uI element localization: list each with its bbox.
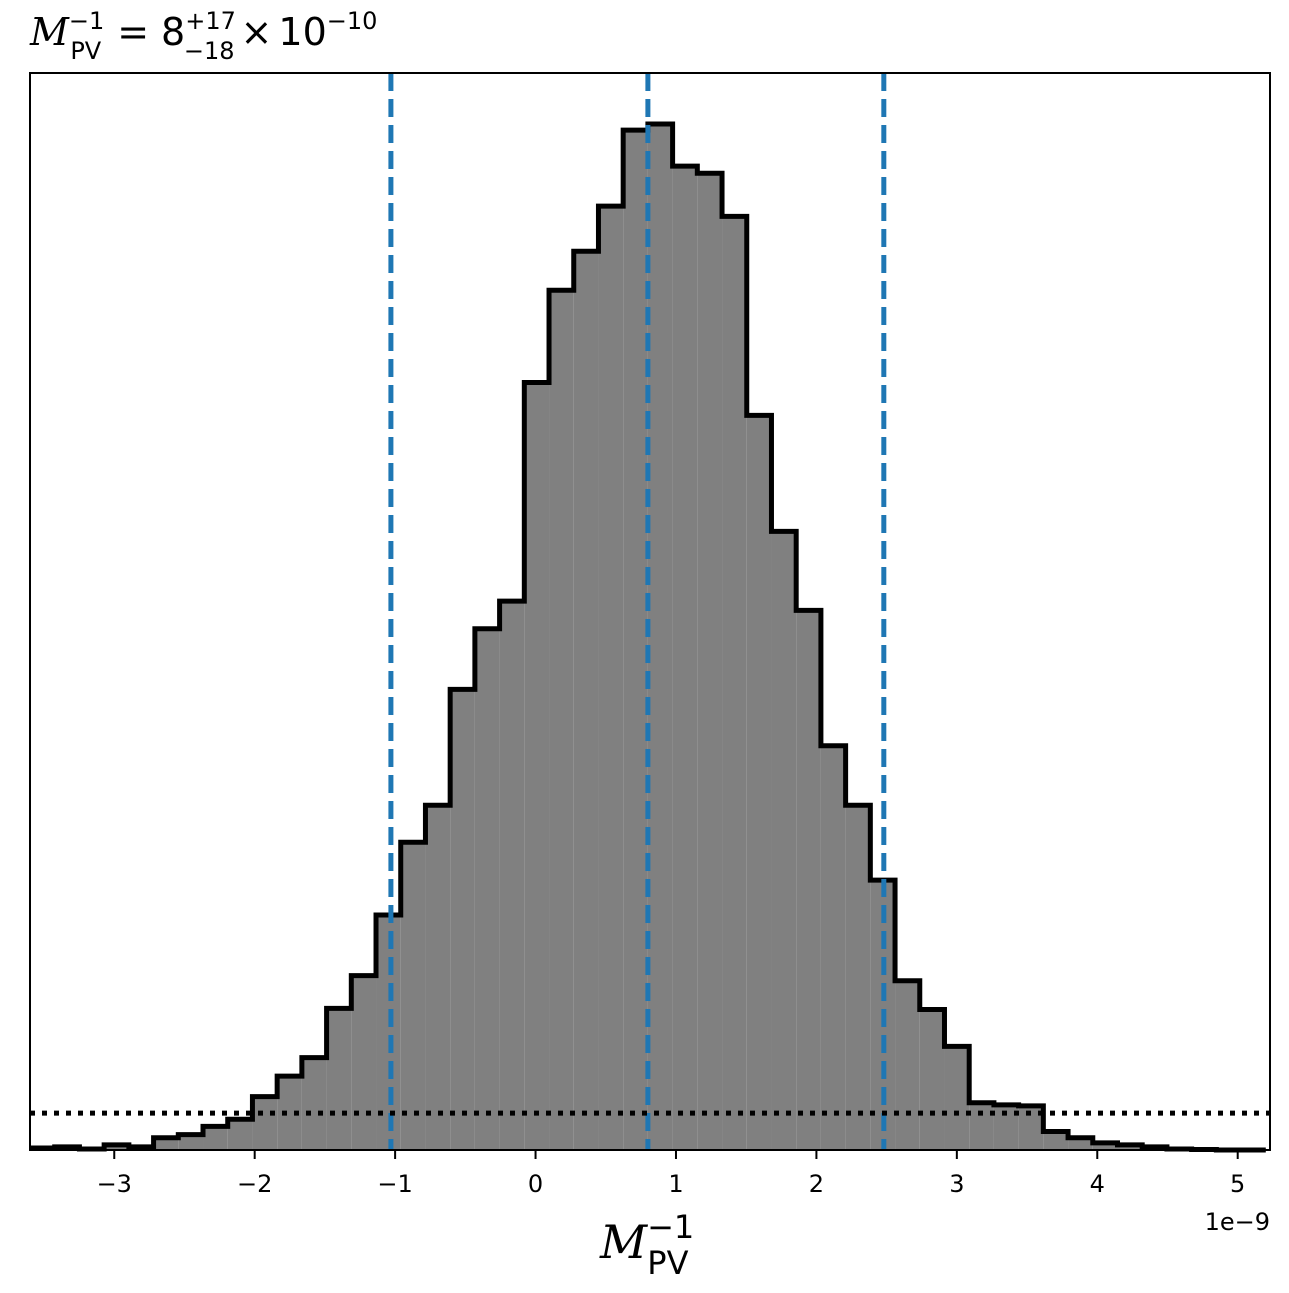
title-base: 10 xyxy=(278,10,326,54)
title-times: × xyxy=(241,10,273,54)
plot-area xyxy=(29,72,1271,1153)
histogram-bar xyxy=(203,1126,228,1150)
x-axis-ticks: −3 −2 −1 0 1 2 3 4 5 xyxy=(97,1150,1245,1198)
histogram-bar xyxy=(1043,1131,1069,1150)
histogram-bar xyxy=(623,130,648,1150)
title-exponent: −10 xyxy=(327,7,378,35)
x-tick-label: 1 xyxy=(668,1170,683,1198)
histogram-bar xyxy=(450,689,475,1150)
x-tick-label: 2 xyxy=(809,1170,824,1198)
xlabel-sup: −1 xyxy=(647,1208,694,1246)
x-offset-label: 1e−9 xyxy=(1205,1208,1270,1236)
histogram-bar xyxy=(425,805,451,1150)
histogram-bar xyxy=(301,1057,327,1150)
title-equals: = xyxy=(117,10,149,54)
title-symbol-sup: −1 xyxy=(69,7,104,35)
histogram-bar xyxy=(474,628,500,1150)
histogram-bar xyxy=(746,415,772,1150)
x-tick-label: −2 xyxy=(237,1170,272,1198)
histogram-bar xyxy=(598,206,624,1150)
histogram-bars xyxy=(30,124,1217,1151)
title-value: 8 xyxy=(161,10,185,54)
axes-frame xyxy=(29,72,1271,1151)
x-tick-label: 0 xyxy=(528,1170,543,1198)
histogram-bar xyxy=(1068,1137,1093,1150)
histogram-bar xyxy=(400,842,426,1150)
histogram-bar xyxy=(796,610,821,1150)
histogram-bar xyxy=(351,975,377,1150)
histogram-bar xyxy=(326,1008,352,1150)
histogram-bar xyxy=(178,1134,204,1150)
histogram-bar xyxy=(1092,1142,1118,1150)
x-tick-label: −1 xyxy=(377,1170,412,1198)
histogram-bar xyxy=(672,166,698,1151)
xlabel-sub: PV xyxy=(647,1244,688,1282)
x-tick-label: −3 xyxy=(97,1170,132,1198)
histogram-bar xyxy=(969,1102,994,1150)
xlabel-symbol: M xyxy=(599,1215,649,1269)
chart-title: M−1 PV = 8+17 −18 × 10−10 xyxy=(29,7,377,65)
title-symbol: M xyxy=(29,10,70,54)
x-tick-label: 4 xyxy=(1090,1170,1105,1198)
histogram-bar xyxy=(524,382,550,1150)
histogram-bar xyxy=(697,173,723,1151)
quantile-lines xyxy=(388,73,887,1150)
histogram-bar xyxy=(845,805,871,1150)
title-symbol-sub: PV xyxy=(70,37,101,65)
histogram-bar xyxy=(104,1144,129,1150)
histogram-bar xyxy=(944,1046,970,1150)
histogram-bar xyxy=(252,1096,278,1150)
histogram-bar xyxy=(573,251,599,1150)
histogram-bar xyxy=(153,1137,179,1150)
histogram-bar xyxy=(919,1009,945,1150)
title-err-plus: +17 xyxy=(185,7,236,35)
histogram-bar xyxy=(895,980,920,1150)
histogram-bar xyxy=(771,531,797,1150)
x-axis-label: M−1 PV xyxy=(599,1208,694,1282)
title-err-minus: −18 xyxy=(184,37,235,65)
histogram-bar xyxy=(647,124,673,1150)
histogram-bar xyxy=(1117,1144,1143,1150)
histogram-bar xyxy=(820,745,846,1150)
histogram-bar xyxy=(499,601,525,1150)
histogram-bar xyxy=(227,1119,253,1150)
histogram-bar xyxy=(549,290,574,1150)
histogram-bar xyxy=(722,216,747,1151)
x-tick-label: 5 xyxy=(1230,1170,1245,1198)
x-tick-label: 3 xyxy=(949,1170,964,1198)
